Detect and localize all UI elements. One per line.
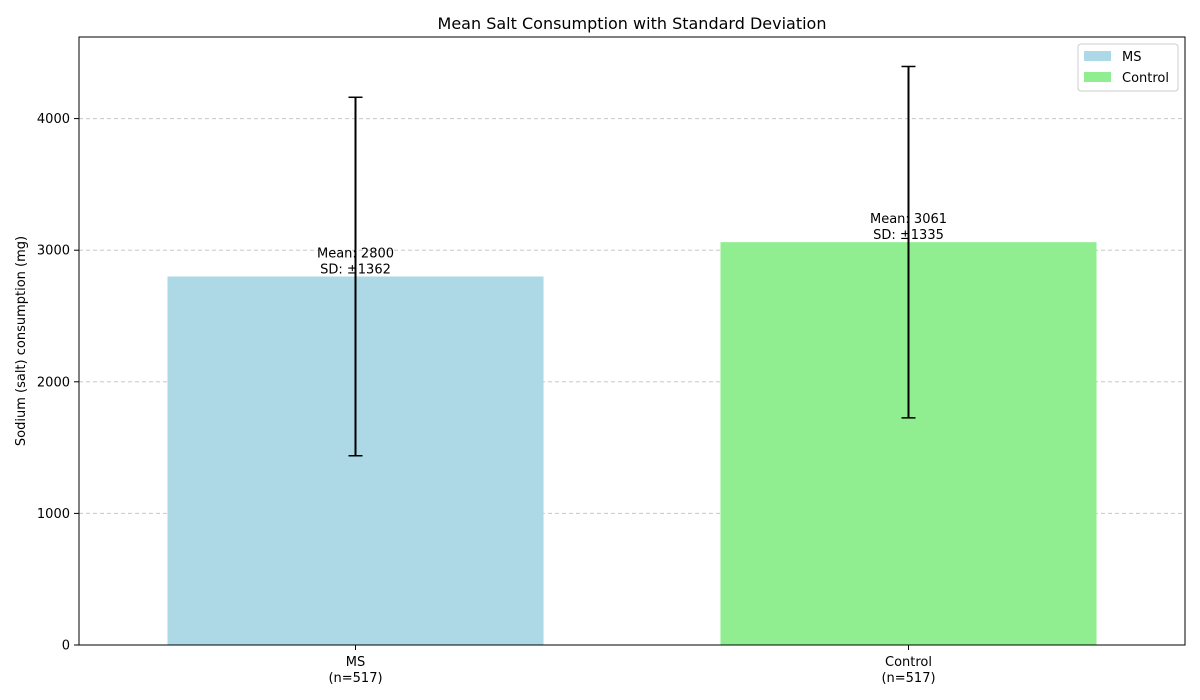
data-label-mean: Mean: 2800 <box>317 247 394 262</box>
y-tick-label: 4000 <box>37 112 70 127</box>
legend-swatch-control <box>1084 72 1111 82</box>
data-label-sd: SD: ±1362 <box>320 263 391 278</box>
x-tick-label: Control <box>885 655 932 670</box>
legend-label: Control <box>1122 71 1169 86</box>
data-label-mean: Mean: 3061 <box>870 212 947 227</box>
y-axis-label: Sodium (salt) consumption (mg) <box>14 236 29 446</box>
y-tick-label: 3000 <box>37 244 70 259</box>
legend-label: MS <box>1122 50 1141 65</box>
x-tick-label: MS <box>346 655 365 670</box>
legend-swatch-ms <box>1084 51 1111 61</box>
data-label-sd: SD: ±1335 <box>873 228 944 243</box>
y-tick-label: 2000 <box>37 375 70 390</box>
y-tick-label: 1000 <box>37 507 70 522</box>
y-tick-label: 0 <box>62 639 70 654</box>
chart-title: Mean Salt Consumption with Standard Devi… <box>438 14 827 33</box>
plot-area-frame <box>78 36 1186 646</box>
x-tick-sample-size: (n=517) <box>328 671 382 686</box>
x-tick-sample-size: (n=517) <box>881 671 935 686</box>
